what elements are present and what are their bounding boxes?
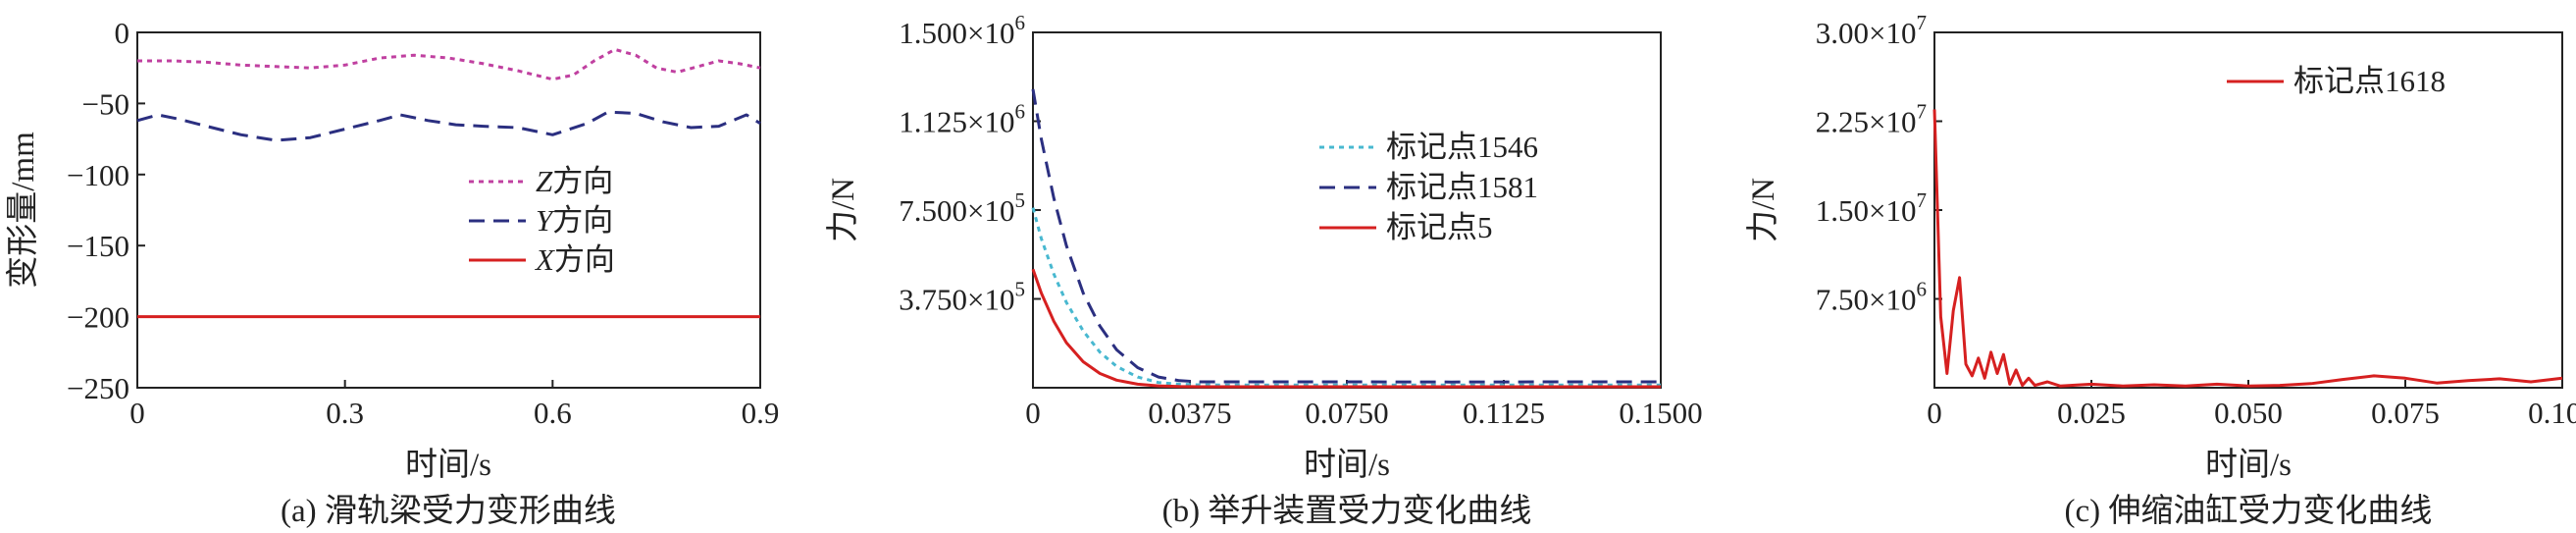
panel-b-caption: (b) 举升装置受力变化曲线 (1162, 493, 1532, 529)
panel-c-cylinder-chart: 3.00×107 2.25×107 1.50×107 7.50×106 0 0.025 0… (1745, 11, 2576, 529)
panel-c-xtick-label: 0 (1927, 396, 1942, 430)
panel-a-ylabel: 变形量/mm (5, 132, 41, 289)
panel-c-series-line (1932, 109, 2563, 388)
panel-b-series-line (1031, 268, 1661, 389)
panel-c-xtick-label: 0.100 (2528, 396, 2576, 430)
panel-b-xtick-label: 0 (1025, 396, 1041, 430)
panel-b-xtick-label: 0.1125 (1463, 396, 1545, 430)
panel-b-ytick-label: 1.500×106 (899, 11, 1025, 50)
panel-b-ytick-label: 3.750×105 (899, 278, 1025, 317)
panel-b-xtick-label: 0.0750 (1305, 396, 1388, 430)
panel-a-ytick-label: −150 (67, 229, 129, 263)
panel-b-series-line (1031, 207, 1661, 387)
panel-b-ylabel: 力/N (825, 178, 861, 242)
panel-c-legend: 标记点1618 (2227, 64, 2446, 98)
panel-a-legend: Z方向 Y方向 X方向 (469, 164, 615, 277)
legend-entry-label: 标记点1546 (1386, 130, 1538, 164)
panel-c-xtick-label: 0.050 (2214, 396, 2283, 430)
panel-a-ytick-label: −100 (67, 158, 129, 192)
panel-a-ytick-label: −250 (67, 371, 129, 405)
panel-b-ytick-label: 1.125×106 (899, 100, 1025, 139)
legend-entry-label: Z方向 (536, 164, 613, 198)
panel-c-xlabel: 时间/s (2205, 448, 2292, 483)
panel-c-ytick-label: 1.50×107 (1816, 188, 1927, 228)
panel-b-xtick-label: 0.1500 (1619, 396, 1702, 430)
panel-c-plot-frame (1933, 31, 2563, 389)
panel-c-xtick-label: 0.075 (2371, 396, 2440, 430)
legend-entry-label: X方向 (534, 242, 615, 277)
panel-b-lifting-device-chart: 1.500×106 1.125×106 7.500×105 3.750×105 0 0.… (825, 11, 1703, 529)
panel-c-ytick-label: 3.00×107 (1816, 11, 1927, 50)
panel-a-series-line (136, 110, 761, 142)
panel-a-xtick-label: 0 (129, 396, 145, 430)
panel-b-xlabel: 时间/s (1304, 448, 1390, 483)
panel-b-plot-frame (1032, 31, 1662, 389)
panel-c-caption: (c) 伸缩油缸受力变化曲线 (2065, 493, 2433, 529)
panel-c-ytick-label: 7.50×106 (1816, 278, 1927, 317)
panel-a-plot-frame (136, 31, 761, 389)
panel-a-ytick-label: 0 (115, 16, 130, 50)
panel-c-ylabel: 力/N (1745, 178, 1781, 242)
panel-b-ytick-label: 7.500×105 (899, 188, 1025, 228)
legend-entry-label: Y方向 (536, 203, 613, 238)
panel-b-series-line (1031, 88, 1661, 384)
panel-a-xtick-label: 0.9 (742, 396, 780, 430)
panel-a-deformation-chart: 0 −50 −100 −150 −200 −250 0 0.3 0.6 0.9 变形量/mm 时… (5, 16, 779, 529)
panel-a-series-line (137, 47, 761, 81)
panel-c-ytick-label: 2.25×107 (1816, 100, 1927, 139)
legend-entry-label: 标记点1618 (2293, 64, 2446, 98)
panel-a-xlabel: 时间/s (405, 448, 491, 483)
panel-a-xtick-label: 0.6 (534, 396, 572, 430)
legend-entry-label: 标记点1581 (1386, 170, 1538, 204)
panel-a-ytick-label: −200 (67, 300, 129, 335)
panel-b-xtick-label: 0.0375 (1148, 396, 1231, 430)
legend-entry-label: 标记点5 (1386, 210, 1493, 244)
panel-a-caption: (a) 滑轨梁受力变形曲线 (281, 493, 616, 529)
panel-a-xtick-label: 0.3 (326, 396, 364, 430)
panel-b-legend: 标记点1546 标记点1581 标记点5 (1319, 130, 1538, 244)
panel-a-ytick-label: −50 (82, 86, 129, 121)
panel-c-xtick-label: 0.025 (2057, 396, 2126, 430)
